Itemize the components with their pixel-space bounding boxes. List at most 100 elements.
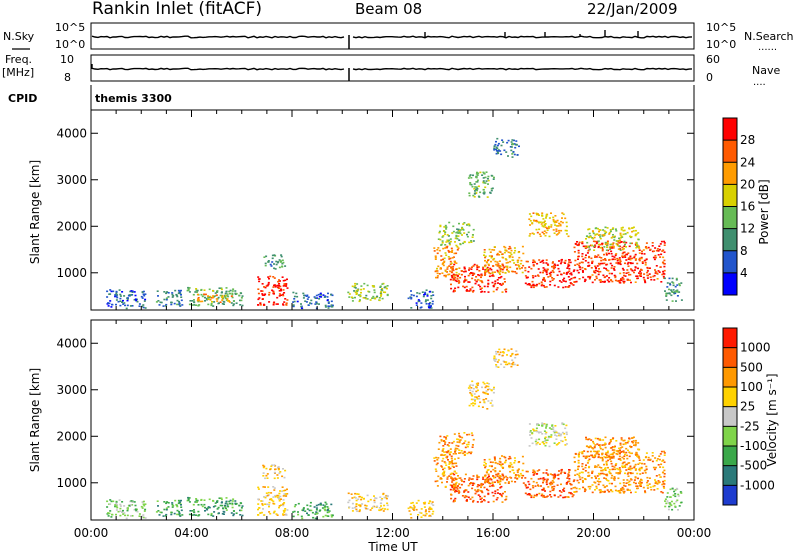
data-cell <box>673 502 676 505</box>
data-cell <box>637 442 640 444</box>
data-cell <box>599 281 602 283</box>
data-cell <box>640 482 642 484</box>
data-cell <box>488 271 490 274</box>
data-cell <box>577 465 580 468</box>
data-cell <box>274 496 277 498</box>
data-cell <box>274 468 277 470</box>
data-cell <box>656 278 659 280</box>
data-cell <box>261 500 264 502</box>
data-cell <box>155 511 158 513</box>
data-cell <box>563 272 565 274</box>
data-cell <box>435 463 438 466</box>
data-cell <box>526 283 529 286</box>
data-cell <box>519 262 522 265</box>
data-cell <box>670 500 673 503</box>
data-cell <box>496 462 499 465</box>
data-cell <box>500 485 503 488</box>
data-cell <box>551 425 554 427</box>
data-cell <box>637 477 639 480</box>
data-cell <box>532 219 535 222</box>
data-cell <box>657 480 660 482</box>
data-cell <box>560 229 563 232</box>
data-cell <box>221 299 224 301</box>
data-cell <box>444 485 447 488</box>
data-cell <box>320 296 323 298</box>
data-cell <box>466 289 468 291</box>
data-cell <box>638 252 641 254</box>
data-cell <box>461 495 464 497</box>
data-cell <box>141 515 144 518</box>
data-cell <box>269 468 272 471</box>
data-cell <box>590 257 593 260</box>
data-cell <box>496 147 499 150</box>
data-cell <box>597 262 600 265</box>
data-cell <box>272 496 275 498</box>
data-cell <box>585 238 587 240</box>
data-cell <box>578 476 581 478</box>
data-cell <box>212 289 214 292</box>
data-cell <box>617 477 620 480</box>
data-cell <box>350 296 353 299</box>
data-cell <box>476 265 479 268</box>
data-cell <box>552 267 555 270</box>
data-cell <box>564 444 567 446</box>
data-cell <box>499 478 502 480</box>
data-cell <box>235 292 238 295</box>
data-cell <box>142 503 145 506</box>
data-cell <box>420 516 423 518</box>
data-cell <box>501 264 504 267</box>
data-cell <box>513 363 516 366</box>
data-cell <box>226 293 229 295</box>
data-cell <box>624 243 626 246</box>
data-cell <box>534 471 536 474</box>
data-cell <box>666 496 669 498</box>
data-cell <box>660 450 663 453</box>
data-cell <box>134 508 137 510</box>
data-cell <box>474 402 477 405</box>
data-cell <box>593 446 596 449</box>
data-cell <box>545 231 548 234</box>
data-cell <box>659 243 662 245</box>
colorbar-swatch <box>723 485 737 505</box>
data-cell <box>564 217 567 220</box>
data-cell <box>431 300 434 303</box>
data-cell <box>500 494 503 496</box>
data-cell <box>476 189 478 192</box>
data-cell <box>551 279 554 281</box>
data-cell <box>114 295 117 298</box>
data-cell <box>380 508 383 511</box>
data-cell <box>608 456 611 459</box>
data-cell <box>383 496 386 499</box>
data-cell <box>663 265 666 268</box>
data-cell <box>618 280 621 283</box>
data-cell <box>621 256 624 259</box>
data-cell <box>453 470 456 473</box>
data-cell <box>209 295 212 298</box>
data-cell <box>224 502 227 505</box>
freq-right-tick-top: 60 <box>706 53 720 66</box>
data-cell <box>663 242 666 244</box>
data-cell <box>128 504 131 506</box>
data-cell <box>442 235 445 237</box>
data-cell <box>381 283 384 285</box>
data-cell <box>577 243 580 245</box>
data-cell <box>227 505 230 508</box>
data-cell <box>238 504 241 507</box>
data-cell <box>177 502 180 505</box>
noise-right-tick-top: 10^5 <box>706 21 736 34</box>
data-cell <box>424 510 427 513</box>
data-cell <box>438 441 441 444</box>
data-cell <box>582 258 585 260</box>
data-cell <box>550 434 553 436</box>
data-cell <box>474 396 477 398</box>
data-cell <box>646 480 649 482</box>
data-cell <box>625 447 628 450</box>
data-cell <box>429 306 432 309</box>
data-cell <box>450 477 453 479</box>
data-cell <box>594 466 596 468</box>
data-cell <box>626 279 629 281</box>
data-cell <box>621 236 624 238</box>
data-cell <box>603 477 606 479</box>
data-cell <box>565 443 568 445</box>
data-cell <box>531 222 534 224</box>
